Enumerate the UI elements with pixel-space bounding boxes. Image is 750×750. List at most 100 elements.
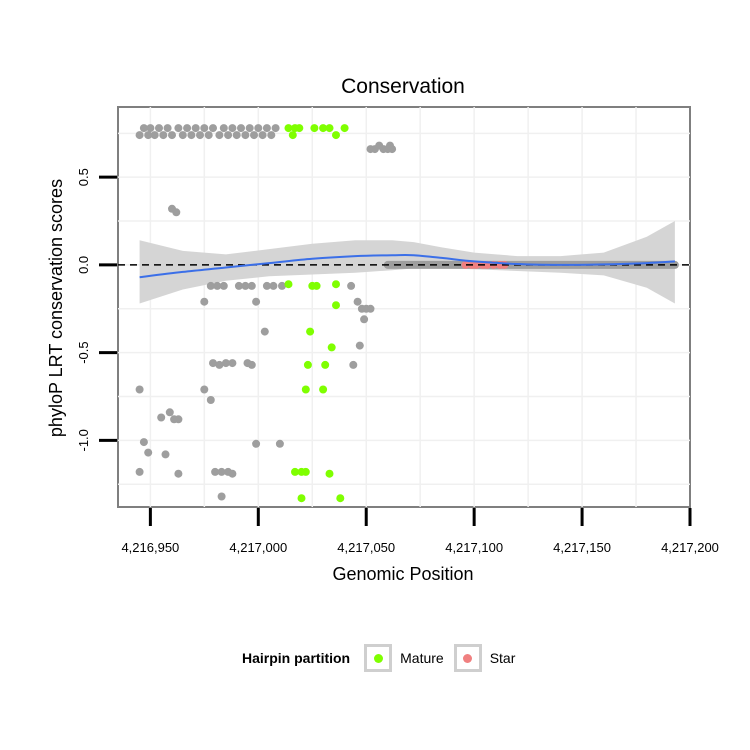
point-mature bbox=[332, 301, 340, 310]
point-other bbox=[172, 208, 181, 217]
point-mature bbox=[319, 385, 328, 394]
point-other bbox=[206, 281, 215, 290]
point-other bbox=[228, 359, 237, 368]
point-other bbox=[252, 297, 261, 306]
x-tick-label: 4,217,050 bbox=[337, 540, 395, 555]
point-star bbox=[472, 260, 481, 269]
chart-title: Conservation bbox=[341, 75, 465, 98]
y-tick-label: -0.5 bbox=[76, 341, 91, 363]
point-mature bbox=[332, 131, 340, 140]
x-tick-label: 4,216,950 bbox=[121, 540, 179, 555]
point-other bbox=[247, 360, 256, 369]
point-other bbox=[165, 408, 174, 417]
point-other bbox=[174, 469, 183, 478]
point-other bbox=[228, 469, 237, 478]
point-other bbox=[232, 131, 241, 140]
point-mature bbox=[340, 124, 349, 133]
point-star bbox=[461, 260, 470, 269]
point-mature bbox=[284, 280, 293, 289]
point-other bbox=[262, 124, 271, 133]
point-other bbox=[135, 385, 144, 394]
point-other bbox=[245, 124, 254, 133]
x-tick-label: 4,217,200 bbox=[661, 540, 719, 555]
point-other bbox=[349, 360, 358, 369]
point-other bbox=[159, 131, 168, 140]
point-other bbox=[271, 124, 280, 133]
x-tick-label: 4,217,100 bbox=[445, 540, 503, 555]
point-other bbox=[217, 467, 226, 476]
y-tick-label: 0.0 bbox=[76, 256, 91, 274]
point-other bbox=[191, 124, 200, 133]
x-tick-label: 4,217,150 bbox=[553, 540, 611, 555]
legend-title: Hairpin partition bbox=[242, 650, 351, 666]
y-tick-label: 0.5 bbox=[76, 168, 91, 186]
point-other bbox=[206, 396, 215, 404]
point-other bbox=[178, 131, 187, 140]
smooth-fit-line bbox=[139, 253, 675, 279]
point-mature bbox=[321, 360, 330, 369]
point-other bbox=[174, 415, 183, 424]
point-other bbox=[174, 124, 183, 133]
y-tick-label: -1.0 bbox=[76, 429, 91, 451]
point-other bbox=[275, 439, 284, 448]
point-mature bbox=[312, 281, 321, 290]
point-other bbox=[196, 131, 204, 140]
point-mature bbox=[297, 494, 306, 503]
point-other bbox=[204, 131, 213, 140]
point-other bbox=[183, 124, 192, 133]
point-other bbox=[219, 124, 228, 133]
point-other bbox=[163, 124, 172, 133]
legend: Hairpin partition Mature Star bbox=[242, 640, 525, 676]
point-mature bbox=[303, 360, 312, 369]
point-other bbox=[355, 341, 364, 350]
axes: 4,216,950 4,217,000 4,217,050 4,217,100 4,21… bbox=[76, 168, 719, 555]
point-other bbox=[144, 131, 153, 140]
legend-label-star: Star bbox=[489, 650, 516, 666]
legend-key-star bbox=[453, 644, 482, 672]
point-other bbox=[241, 131, 250, 140]
point-other bbox=[209, 124, 217, 133]
point-other bbox=[247, 281, 256, 290]
point-other bbox=[157, 413, 166, 422]
y-axis-label: phyloP LRT conservation scores bbox=[46, 179, 66, 437]
point-other bbox=[260, 327, 269, 336]
point-other bbox=[360, 315, 369, 324]
legend-swatch-mature bbox=[373, 653, 383, 663]
x-axis-label: Genomic Position bbox=[332, 564, 473, 584]
point-other bbox=[200, 297, 209, 306]
point-mature bbox=[336, 494, 345, 503]
point-mature bbox=[301, 467, 310, 476]
point-other bbox=[144, 448, 153, 457]
point-mature bbox=[332, 280, 340, 289]
point-other bbox=[135, 131, 144, 140]
point-other bbox=[168, 131, 176, 140]
point-other bbox=[237, 124, 245, 133]
point-mature bbox=[301, 385, 310, 394]
legend-key-mature bbox=[364, 644, 393, 672]
point-mature bbox=[319, 124, 328, 133]
point-mature bbox=[284, 124, 293, 133]
point-other bbox=[221, 359, 230, 368]
point-other bbox=[262, 281, 271, 290]
point-mature bbox=[291, 467, 299, 476]
grid-lines bbox=[118, 107, 690, 507]
point-other bbox=[217, 492, 226, 501]
legend-label-mature: Mature bbox=[400, 650, 444, 666]
point-mature bbox=[310, 124, 319, 133]
point-other bbox=[252, 439, 261, 448]
point-other bbox=[228, 124, 237, 133]
point-mature bbox=[288, 131, 297, 140]
point-other bbox=[250, 131, 258, 140]
point-other bbox=[139, 438, 148, 447]
point-other bbox=[269, 281, 278, 290]
point-other bbox=[161, 450, 170, 459]
point-other bbox=[211, 467, 220, 476]
point-other bbox=[353, 297, 362, 306]
point-mature bbox=[325, 469, 334, 478]
point-mature bbox=[306, 327, 315, 336]
point-other bbox=[200, 385, 209, 394]
point-other bbox=[209, 359, 217, 368]
point-other bbox=[139, 124, 148, 133]
point-other bbox=[278, 281, 286, 290]
